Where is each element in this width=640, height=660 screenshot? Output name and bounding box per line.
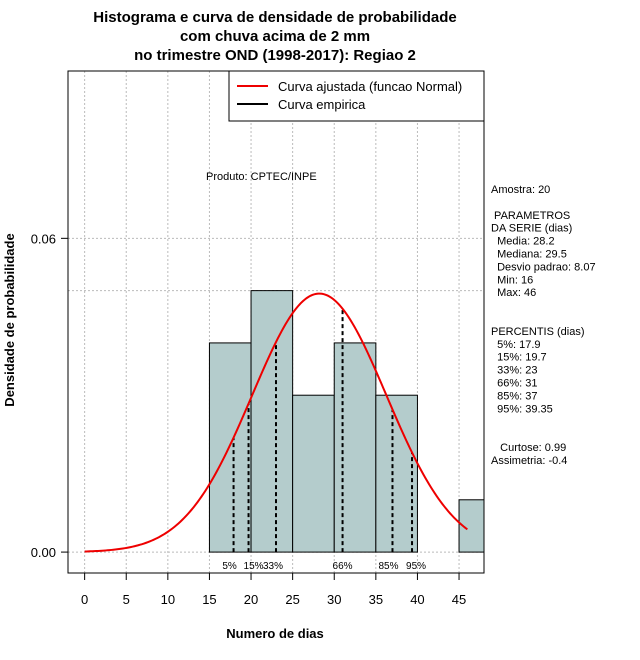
x-axis-title: Numero de dias [226, 626, 324, 641]
stats-line-12: 5%: 17.9 [491, 339, 541, 351]
percentile-label-3: 66% [333, 561, 353, 572]
x-tick-label-6: 30 [327, 592, 341, 607]
stats-line-17: 95%: 39.35 [491, 403, 553, 415]
stats-line-14: 33%: 23 [491, 365, 537, 377]
product-label: Produto: CPTEC/INPE [206, 171, 317, 183]
y-axis-title: Densidade de probabilidade [2, 233, 17, 406]
stats-line-4: Media: 28.2 [491, 236, 555, 248]
histogram-bars [208, 290, 485, 553]
legend: Curva ajustada (funcao Normal) Curva emp… [228, 70, 485, 122]
x-axis: 0 5 10 15 20 25 30 35 40 45 [81, 572, 466, 607]
x-tick-label-9: 45 [452, 592, 466, 607]
stats-line-21: Assimetria: -0.4 [491, 455, 567, 467]
chart-title-line-1: Histograma e curva de densidade de proba… [93, 9, 456, 26]
histogram-bar-2 [292, 394, 335, 553]
normal-curve [84, 292, 468, 553]
legend-label-normal: Curva ajustada (funcao Normal) [278, 79, 462, 94]
y-tick-label-0: 0.00 [31, 545, 56, 560]
stats-line-2: PARAMETROS [491, 210, 570, 222]
percentile-lines: 5% 15% 33% 66% 85% 95% [222, 308, 426, 572]
stats-line-0: Amostra: 20 [491, 184, 550, 196]
x-tick-label-4: 20 [244, 592, 258, 607]
histogram-bar-1 [250, 290, 294, 553]
stats-line-15: 66%: 31 [491, 378, 537, 390]
stats-line-3: DA SERIE (dias) [491, 223, 572, 235]
stats-line-6: Desvio padrao: 8.07 [491, 261, 596, 273]
stats-line-5: Mediana: 29.5 [491, 249, 567, 261]
histogram-bar-0 [208, 342, 252, 553]
stats-line-16: 85%: 37 [491, 390, 537, 402]
x-tick-label-5: 25 [285, 592, 299, 607]
percentile-label-5: 95% [406, 561, 426, 572]
x-tick-label-0: 0 [81, 592, 88, 607]
stats-line-13: 15%: 19.7 [491, 352, 547, 364]
percentile-label-4: 85% [378, 561, 398, 572]
percentile-label-0: 5% [222, 561, 237, 572]
percentile-label-1: 15% [244, 561, 264, 572]
x-tick-label-1: 5 [123, 592, 130, 607]
y-axis: 0.00 0.06 [31, 231, 69, 560]
stats-line-8: Max: 46 [491, 287, 536, 299]
chart-title: Histograma e curva de densidade de proba… [93, 9, 456, 64]
legend-box [228, 70, 485, 122]
stats-line-20: Curtose: 0.99 [491, 442, 566, 454]
x-tick-label-2: 10 [161, 592, 175, 607]
chart-title-line-3: no trimestre OND (1998-2017): Regiao 2 [134, 47, 416, 64]
normal-curve-line [84, 292, 468, 553]
y-tick-label-1: 0.06 [31, 231, 56, 246]
x-tick-label-7: 35 [369, 592, 383, 607]
stats-line-11: PERCENTIS (dias) [491, 326, 585, 338]
x-tick-label-8: 40 [410, 592, 424, 607]
histogram-bar-3 [333, 342, 377, 553]
chart-title-line-2: com chuva acima de 2 mm [180, 28, 370, 45]
stats-line-7: Min: 16 [491, 274, 533, 286]
x-tick-label-3: 15 [202, 592, 216, 607]
legend-label-empirical: Curva empirica [278, 97, 366, 112]
percentile-label-2: 33% [263, 561, 283, 572]
